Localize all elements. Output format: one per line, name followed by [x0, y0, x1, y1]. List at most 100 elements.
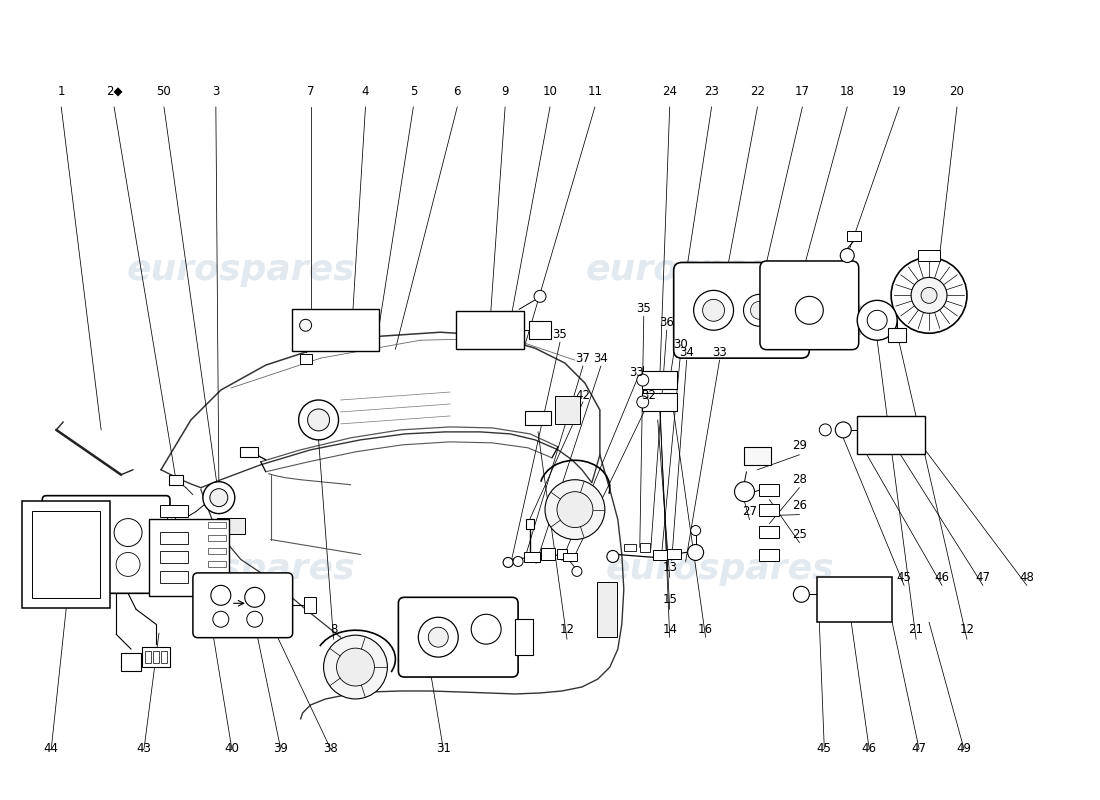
- Circle shape: [744, 294, 775, 326]
- Circle shape: [298, 400, 339, 440]
- Bar: [208, 522, 226, 527]
- Bar: [642, 393, 678, 411]
- Text: 9: 9: [502, 85, 509, 98]
- Bar: [744, 447, 771, 465]
- Circle shape: [534, 290, 546, 302]
- Circle shape: [607, 550, 619, 562]
- Text: 37: 37: [575, 352, 591, 365]
- Circle shape: [117, 553, 140, 576]
- Text: 6: 6: [453, 85, 461, 98]
- Text: 36: 36: [659, 316, 674, 329]
- Circle shape: [840, 249, 855, 262]
- Bar: [857, 416, 925, 454]
- Circle shape: [735, 482, 755, 502]
- Text: 33: 33: [629, 366, 645, 378]
- Circle shape: [750, 302, 769, 319]
- Bar: [22, 501, 110, 608]
- Bar: [888, 328, 906, 342]
- Circle shape: [513, 557, 524, 566]
- Bar: [167, 539, 175, 550]
- Bar: [208, 548, 226, 554]
- Bar: [524, 553, 540, 562]
- Circle shape: [572, 566, 582, 576]
- Bar: [169, 474, 183, 485]
- Circle shape: [793, 586, 810, 602]
- Text: 15: 15: [662, 593, 678, 606]
- Bar: [208, 574, 226, 580]
- Bar: [37, 510, 45, 519]
- Bar: [759, 526, 780, 538]
- Bar: [759, 504, 780, 515]
- Circle shape: [795, 296, 823, 324]
- Circle shape: [891, 258, 967, 334]
- Text: 11: 11: [587, 85, 603, 98]
- Bar: [526, 518, 534, 529]
- Circle shape: [703, 299, 725, 322]
- Bar: [557, 550, 566, 559]
- Text: 47: 47: [912, 742, 926, 755]
- Bar: [456, 311, 524, 349]
- Text: 45: 45: [817, 742, 832, 755]
- Text: 42: 42: [575, 389, 591, 402]
- Bar: [160, 531, 188, 543]
- Bar: [160, 505, 188, 517]
- Text: 45: 45: [896, 571, 912, 584]
- Bar: [148, 518, 229, 596]
- Text: 33: 33: [712, 346, 727, 358]
- Bar: [145, 651, 151, 663]
- Bar: [918, 250, 940, 262]
- Text: 26: 26: [792, 499, 807, 512]
- Text: 19: 19: [892, 85, 906, 98]
- Bar: [541, 549, 556, 561]
- Text: 44: 44: [44, 742, 58, 755]
- Text: 35: 35: [637, 302, 651, 315]
- Bar: [167, 570, 175, 579]
- Circle shape: [210, 489, 228, 506]
- Bar: [208, 534, 226, 541]
- Bar: [32, 510, 100, 598]
- Circle shape: [911, 278, 947, 314]
- Text: 1: 1: [57, 85, 65, 98]
- Text: 22: 22: [750, 85, 764, 98]
- Circle shape: [418, 618, 459, 657]
- Text: 50: 50: [156, 85, 172, 98]
- Text: 3: 3: [212, 85, 220, 98]
- Circle shape: [213, 611, 229, 627]
- Text: 31: 31: [436, 742, 451, 755]
- Circle shape: [835, 422, 851, 438]
- Text: 25: 25: [792, 528, 806, 541]
- Circle shape: [557, 492, 593, 527]
- Text: 7: 7: [307, 85, 315, 98]
- Bar: [292, 310, 379, 351]
- FancyBboxPatch shape: [760, 261, 859, 350]
- Text: 2◆: 2◆: [106, 85, 122, 98]
- Text: 29: 29: [792, 439, 807, 452]
- Bar: [160, 551, 188, 563]
- FancyBboxPatch shape: [673, 262, 810, 358]
- Text: 8: 8: [330, 622, 338, 636]
- Text: 30: 30: [673, 338, 688, 350]
- Text: eurospares: eurospares: [585, 254, 814, 287]
- Bar: [121, 653, 141, 671]
- Text: 23: 23: [704, 85, 719, 98]
- Bar: [642, 371, 678, 389]
- Bar: [167, 510, 175, 519]
- Bar: [161, 651, 167, 663]
- Circle shape: [857, 300, 898, 340]
- Bar: [240, 447, 257, 457]
- Bar: [515, 619, 534, 655]
- Text: 12: 12: [560, 622, 574, 636]
- Circle shape: [66, 514, 102, 550]
- Circle shape: [921, 287, 937, 303]
- Bar: [208, 561, 226, 567]
- Text: 28: 28: [792, 474, 806, 486]
- Text: 34: 34: [679, 346, 694, 358]
- Circle shape: [211, 586, 231, 606]
- Bar: [37, 570, 45, 579]
- Circle shape: [337, 648, 374, 686]
- Bar: [217, 518, 245, 534]
- Bar: [525, 411, 551, 425]
- Circle shape: [688, 545, 704, 561]
- Text: 35: 35: [552, 328, 568, 341]
- Text: 39: 39: [273, 742, 288, 755]
